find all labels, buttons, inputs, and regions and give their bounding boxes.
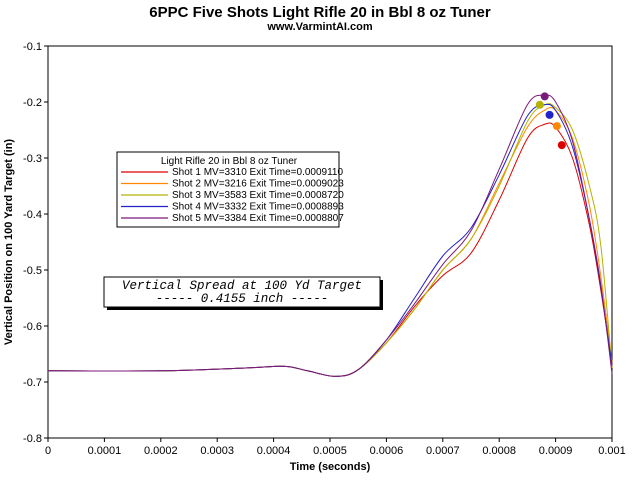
exit-marker-shot-5 [540, 92, 549, 101]
spread-annotation: Vertical Spread at 100 Yd Target ----- 0… [103, 276, 383, 310]
x-tick-label: 0.0003 [200, 445, 234, 457]
y-tick-label: -0.6 [23, 321, 42, 333]
legend-label-shot-1: Shot 1 MV=3310 Exit Time=0.0009110 [172, 167, 343, 178]
legend: Light Rifle 20 in Bbl 8 oz Tuner Shot 1 … [116, 151, 344, 228]
marker-group [535, 92, 566, 150]
plot-area [47, 45, 613, 439]
exit-marker-shot-1 [557, 141, 566, 150]
annotation-line-1: Vertical Spread at 100 Yd Target [122, 279, 362, 293]
legend-title: Light Rifle 20 in Bbl 8 oz Tuner [161, 156, 298, 167]
x-tick-label: 0.001 [598, 445, 626, 457]
exit-marker-shot-3 [535, 100, 544, 109]
x-axis: 0 0.0001 0.0002 0.0003 0.0004 0.0005 0.0006 0.0… [45, 438, 626, 457]
legend-label-shot-5: Shot 5 MV=3384 Exit Time=0.0008807 [172, 213, 344, 224]
x-tick-label: 0.0009 [539, 445, 573, 457]
legend-label-shot-3: Shot 3 MV=3583 Exit Time=0.0008720 [172, 190, 344, 201]
y-tick-label: -0.3 [23, 153, 42, 165]
y-tick-label: -0.7 [23, 377, 42, 389]
x-tick-label: 0.0005 [313, 445, 347, 457]
y-tick-label: -0.1 [23, 41, 42, 53]
y-tick-label: -0.2 [23, 97, 42, 109]
y-tick-label: -0.8 [23, 433, 42, 445]
y-tick-label: -0.5 [23, 265, 42, 277]
exit-marker-shot-2 [552, 122, 561, 131]
x-tick-label: 0.0004 [257, 445, 291, 457]
x-tick-label: 0.0008 [482, 445, 516, 457]
legend-box [116, 151, 340, 228]
exit-marker-shot-4 [545, 110, 554, 119]
series-group [47, 94, 613, 377]
y-tick-label: -0.4 [23, 209, 42, 221]
legend-label-shot-2: Shot 2 MV=3216 Exit Time=0.0009023 [172, 179, 344, 190]
y-axis-label: Vertical Position on 100 Yard Target (in… [3, 139, 15, 346]
x-tick-label: 0.0006 [370, 445, 404, 457]
chart-subtitle: www.VarmintAI.com [266, 21, 373, 33]
x-tick-label: 0.0002 [144, 445, 178, 457]
legend-label-shot-4: Shot 4 MV=3332 Exit Time=0.0008893 [172, 202, 344, 213]
chart-title: 6PPC Five Shots Light Rifle 20 in Bbl 8 … [149, 4, 491, 21]
annotation-box [103, 276, 381, 308]
y-axis: -0.1 -0.2 -0.3 -0.4 -0.5 -0.6 -0.7 -0.8 [23, 41, 48, 445]
annotation-line-2: ----- 0.4155 inch ----- [156, 292, 329, 306]
x-tick-label: 0 [45, 445, 51, 457]
x-axis-label: Time (seconds) [290, 461, 371, 473]
series-line-shot-5 [47, 94, 613, 377]
x-tick-label: 0.0007 [426, 445, 460, 457]
x-tick-label: 0.0001 [88, 445, 122, 457]
